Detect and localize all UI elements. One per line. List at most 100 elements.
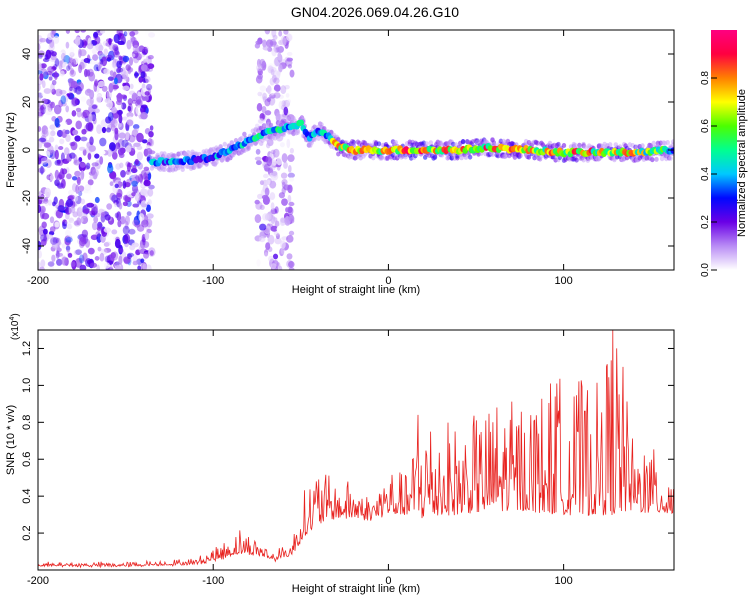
colorbar-scale	[711, 30, 737, 270]
noise-cell	[255, 160, 262, 166]
noise-cell	[279, 217, 286, 227]
noise-cell	[87, 247, 95, 255]
noise-cell	[259, 223, 267, 231]
noise-cell	[107, 163, 114, 174]
noise-cell	[54, 149, 59, 160]
noise-cell	[142, 263, 147, 270]
noise-cell	[90, 114, 96, 121]
noise-cell	[58, 145, 64, 151]
snr-scale-note-close: )	[10, 313, 21, 316]
noise-cell	[78, 254, 85, 264]
noise-cell	[258, 118, 264, 124]
noise-cell	[67, 252, 73, 258]
noise-cell	[138, 97, 145, 102]
snr-y-axis-label: SNR (10 * v/v)	[5, 405, 17, 475]
noise-cell	[76, 217, 82, 226]
noise-cell	[79, 264, 87, 270]
y-tick-label: 0	[21, 147, 33, 153]
noise-cell	[54, 118, 60, 127]
noise-cell	[56, 129, 64, 138]
noise-cell	[270, 263, 277, 270]
noise-cell	[105, 54, 113, 60]
noise-cell	[283, 106, 289, 116]
noise-cell	[273, 77, 280, 85]
noise-cell	[54, 58, 60, 67]
noise-cell	[86, 202, 95, 208]
noise-cell	[68, 56, 73, 64]
noise-cell	[94, 256, 100, 261]
noise-cell	[91, 221, 98, 231]
noise-cell	[80, 215, 89, 225]
noise-cell	[132, 124, 140, 130]
spectrogram-y-ticks: -40 -20 0 20 40	[21, 48, 674, 254]
noise-cell	[41, 221, 47, 229]
noise-cell	[269, 41, 278, 46]
noise-cell	[255, 148, 261, 155]
noise-cell	[148, 184, 155, 190]
noise-cell	[103, 68, 110, 75]
noise-cell	[122, 55, 130, 63]
noise-cell	[261, 194, 269, 200]
noise-cell	[80, 96, 87, 102]
noise-cell	[113, 45, 119, 51]
noise-cell	[38, 83, 41, 92]
noise-cell	[254, 156, 262, 161]
noise-cell	[45, 150, 51, 158]
noise-cell	[119, 248, 124, 253]
noise-cell	[278, 265, 283, 270]
noise-cell	[288, 201, 295, 207]
noise-cell	[255, 75, 263, 84]
noise-cell	[281, 198, 288, 206]
noise-cell	[111, 229, 118, 235]
noise-cell	[71, 58, 77, 68]
noise-cell	[145, 264, 152, 270]
noise-cell	[287, 184, 293, 194]
noise-cell	[99, 58, 104, 65]
noise-cell	[113, 51, 120, 56]
noise-cell	[99, 137, 107, 147]
noise-cell	[278, 94, 284, 99]
noise-cell	[81, 229, 89, 238]
noise-cell	[78, 146, 86, 151]
noise-cell	[103, 48, 109, 56]
noise-cell	[138, 213, 145, 222]
noise-cell	[278, 30, 283, 37]
noise-cell	[82, 149, 87, 156]
noise-cell	[73, 219, 82, 227]
noise-cell	[72, 129, 79, 136]
noise-cell	[101, 85, 108, 92]
noise-cell	[131, 92, 138, 102]
noise-cell	[257, 91, 263, 97]
noise-cell	[143, 78, 149, 84]
noise-cell	[51, 30, 57, 36]
noise-cell	[43, 234, 48, 243]
ridge-halo-cell	[222, 141, 227, 147]
noise-cell	[59, 89, 67, 95]
noise-cell	[274, 237, 282, 245]
noise-cell	[79, 162, 86, 168]
noise-cell	[85, 122, 94, 132]
noise-cell	[65, 118, 73, 125]
noise-cell	[93, 216, 99, 224]
y-tick-label: -20	[21, 190, 33, 206]
ridge-halo-cell	[654, 156, 659, 162]
noise-cell	[79, 236, 87, 247]
noise-cell	[84, 184, 92, 191]
noise-cell	[288, 267, 295, 270]
noise-cell	[103, 227, 112, 233]
noise-cell	[122, 85, 130, 91]
noise-cell	[101, 126, 107, 134]
noise-cell	[78, 190, 83, 197]
ridge-halo-cell	[556, 141, 561, 147]
noise-cell	[66, 173, 72, 180]
noise-cell	[107, 148, 113, 157]
noise-cell	[254, 199, 260, 205]
noise-cell	[110, 118, 118, 128]
noise-cell	[120, 35, 126, 41]
noise-cell	[142, 121, 147, 128]
noise-cell	[275, 112, 281, 122]
noise-cell	[259, 58, 266, 67]
noise-cell	[47, 32, 55, 41]
colorbar-tick-label: 0.6	[700, 119, 711, 133]
noise-cell	[124, 130, 130, 141]
